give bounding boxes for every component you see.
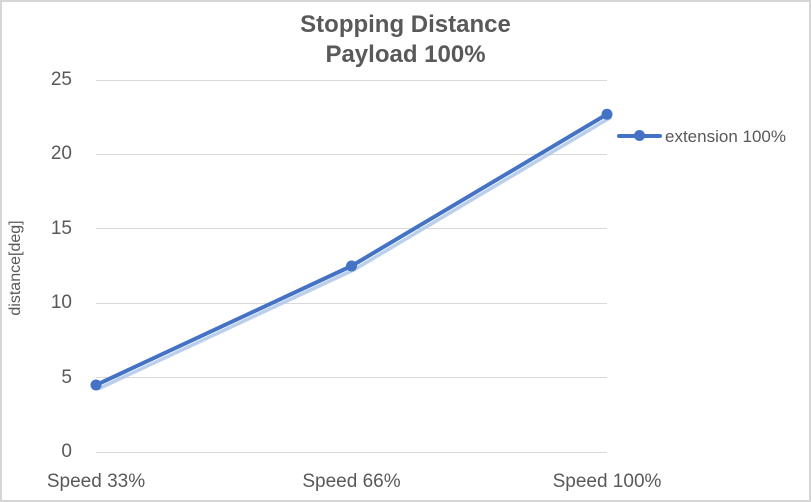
chart-title: Stopping Distance Payload 100% [2, 10, 809, 70]
y-tick-label: 20 [50, 143, 72, 165]
y-tick-label: 5 [61, 366, 72, 388]
gridline [96, 79, 607, 81]
chart-title-line2: Payload 100% [325, 41, 486, 68]
gridline [96, 451, 607, 453]
series-markers [90, 108, 613, 391]
legend-series-label: extension 100% [665, 127, 786, 146]
y-tick-label: 15 [50, 217, 72, 239]
data-point-marker [90, 379, 102, 391]
x-category-label: Speed 100% [552, 471, 662, 492]
y-tick-label: 25 [50, 69, 72, 90]
chart-title-line1: Stopping Distance [300, 11, 511, 38]
data-point-marker [601, 108, 613, 120]
series-shadow-line [97, 115, 612, 391]
gridline [96, 377, 607, 379]
y-tick-label: 10 [50, 292, 72, 314]
gridline [96, 153, 607, 155]
y-tick-label: 0 [61, 441, 72, 462]
x-category-label: Speed 33% [46, 471, 146, 492]
gridline [96, 302, 607, 304]
legend-marker-icon [634, 130, 645, 141]
data-point-marker [346, 260, 357, 272]
gridline [96, 228, 607, 230]
x-category-label: Speed 66% [302, 471, 401, 492]
